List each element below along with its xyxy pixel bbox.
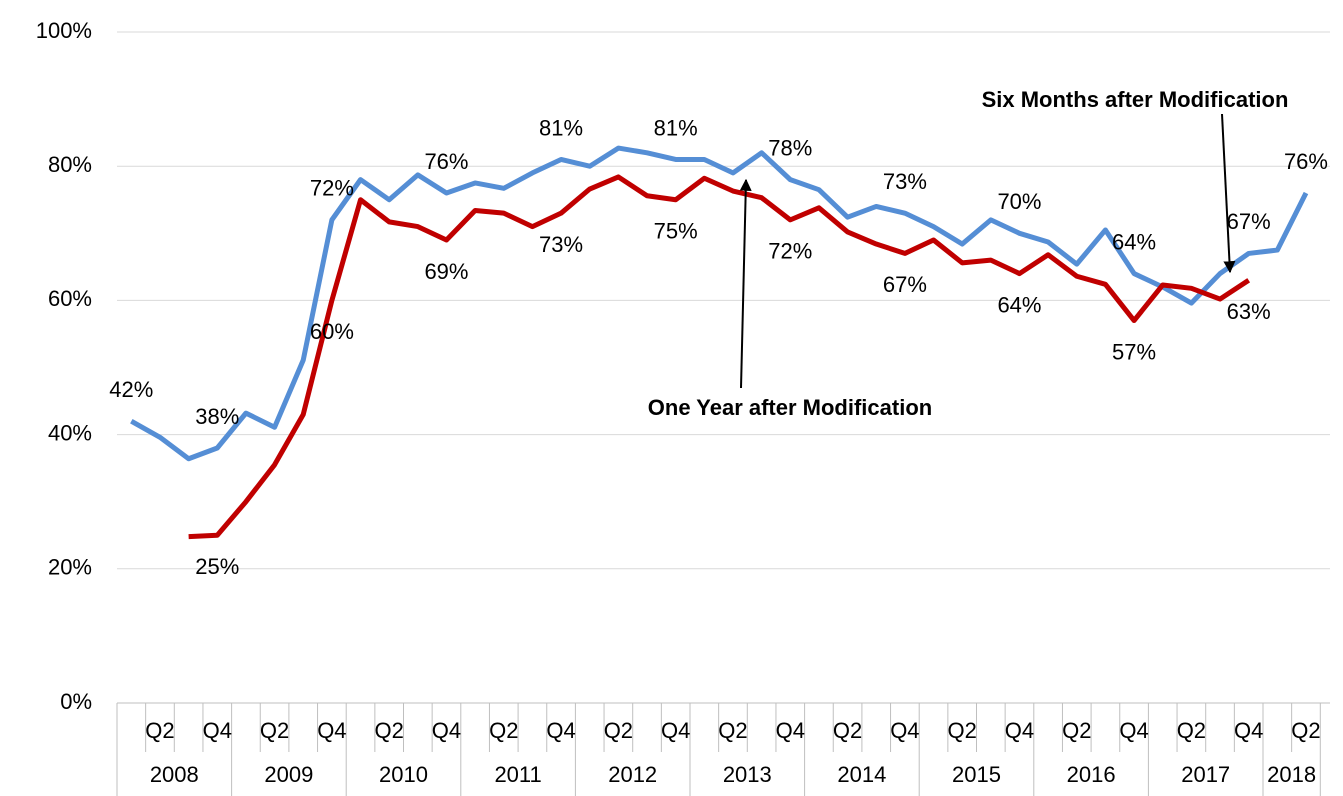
y-tick-label: 40% (48, 420, 92, 445)
x-tick-label: Q2 (947, 718, 976, 743)
y-tick-label: 80% (48, 152, 92, 177)
x-tick-label: Q2 (1177, 718, 1206, 743)
data-label: 73% (539, 232, 583, 257)
year-label: 2014 (837, 762, 886, 787)
data-label: 72% (310, 176, 354, 201)
x-tick-label: Q2 (489, 718, 518, 743)
data-label: 78% (768, 135, 812, 160)
annotation: One Year after Modification (648, 395, 932, 420)
x-tick-label: Q4 (203, 718, 232, 743)
data-label: 70% (997, 189, 1041, 214)
data-label: 64% (1112, 229, 1156, 254)
data-label: 63% (1227, 299, 1271, 324)
x-tick-label: Q2 (833, 718, 862, 743)
x-tick-label: Q2 (1291, 718, 1320, 743)
year-label: 2008 (150, 762, 199, 787)
annotation-arrow (739, 178, 752, 389)
x-tick-label: Q2 (718, 718, 747, 743)
data-label: 81% (654, 115, 698, 140)
data-label: 81% (539, 115, 583, 140)
x-tick-label: Q4 (432, 718, 461, 743)
data-label: 25% (195, 554, 239, 579)
data-label: 73% (883, 169, 927, 194)
y-tick-label: 100% (36, 18, 92, 43)
x-tick-label: Q4 (776, 718, 805, 743)
x-tick-label: Q2 (260, 718, 289, 743)
annotation: Six Months after Modification (982, 87, 1289, 112)
year-label: 2010 (379, 762, 428, 787)
x-tick-label: Q4 (1234, 718, 1263, 743)
data-label: 64% (997, 292, 1041, 317)
y-tick-label: 60% (48, 286, 92, 311)
data-label: 75% (654, 219, 698, 244)
y-tick-label: 20% (48, 555, 92, 580)
data-label: 42% (109, 377, 153, 402)
data-label: 76% (424, 149, 468, 174)
year-label: 2017 (1181, 762, 1230, 787)
data-label: 67% (883, 272, 927, 297)
data-label: 72% (768, 239, 812, 264)
data-label: 67% (1227, 209, 1271, 234)
x-tick-label: Q4 (1119, 718, 1148, 743)
series-line (188, 174, 1251, 540)
data-label: 38% (195, 404, 239, 429)
annotation-arrow (1221, 113, 1236, 274)
year-label: 2016 (1067, 762, 1116, 787)
year-label: 2009 (264, 762, 313, 787)
x-tick-label: Q4 (890, 718, 919, 743)
year-label: 2011 (494, 762, 541, 787)
data-label: 57% (1112, 339, 1156, 364)
x-tick-label: Q2 (374, 718, 403, 743)
year-label: 2018 (1267, 762, 1316, 787)
x-tick-label: Q4 (317, 718, 346, 743)
series-line (130, 145, 1309, 462)
x-tick-label: Q4 (546, 718, 575, 743)
x-tick-label: Q2 (1062, 718, 1091, 743)
year-label: 2012 (608, 762, 657, 787)
x-tick-label: Q2 (145, 718, 174, 743)
x-tick-label: Q4 (661, 718, 690, 743)
x-tick-label: Q4 (1005, 718, 1034, 743)
y-tick-label: 0% (60, 689, 92, 714)
data-label: 60% (310, 319, 354, 344)
x-tick-label: Q2 (604, 718, 633, 743)
year-label: 2013 (723, 762, 772, 787)
data-label: 69% (424, 259, 468, 284)
data-label: 76% (1284, 149, 1328, 174)
year-label: 2015 (952, 762, 1001, 787)
